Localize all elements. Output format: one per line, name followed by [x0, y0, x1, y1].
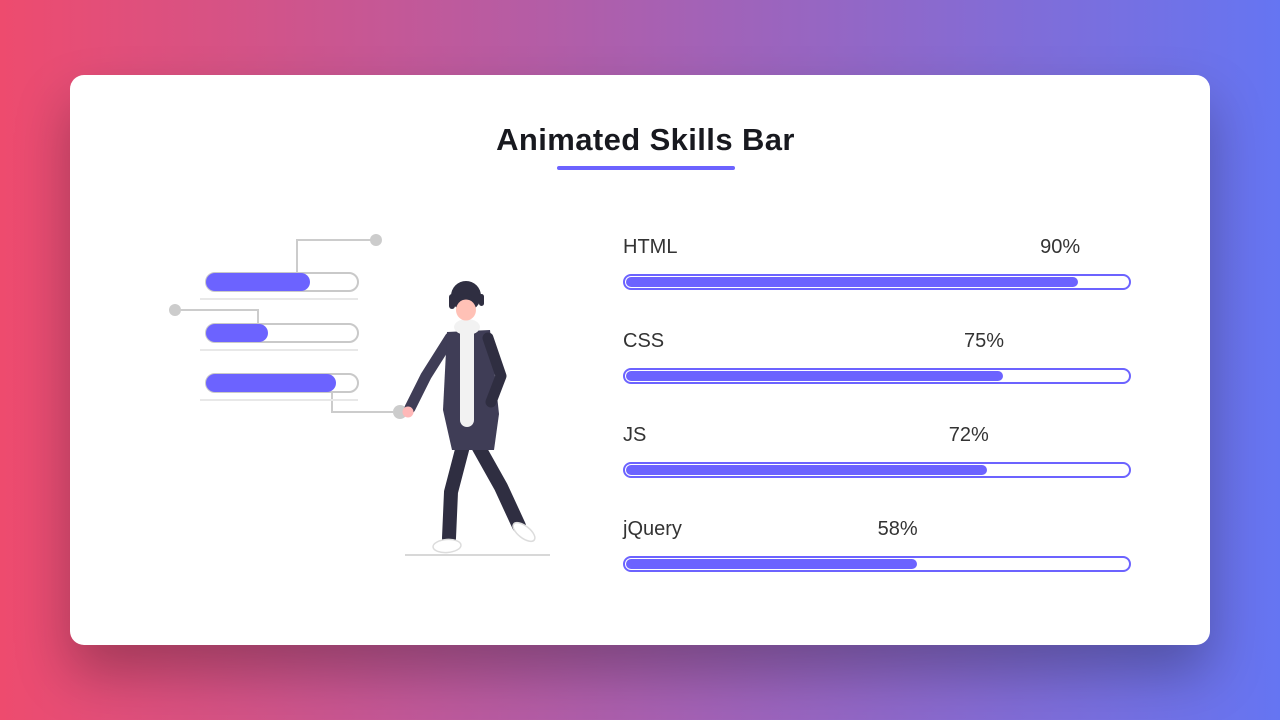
- content-row: HTML 90% CSS 75%: [160, 224, 1131, 612]
- walking-person-with-progress-bars-icon: [169, 234, 550, 556]
- skill-bar: [623, 462, 1131, 478]
- skill-percent: 90%: [1040, 236, 1081, 258]
- skill-header: CSS 75%: [623, 330, 1131, 357]
- skill-row-jquery: jQuery 58%: [623, 518, 1131, 572]
- person-figure: [402, 281, 550, 556]
- skill-percent: 72%: [948, 424, 989, 446]
- mini-bar-shadow-lines: [200, 298, 358, 401]
- title-underline: [556, 166, 735, 170]
- skill-name: JS: [623, 424, 647, 446]
- skill-header: HTML 90%: [623, 236, 1131, 263]
- skill-header: jQuery 58%: [623, 518, 1131, 545]
- skill-row-html: HTML 90%: [623, 236, 1131, 290]
- skills-list: HTML 90% CSS 75%: [623, 236, 1131, 612]
- skill-header: JS 72%: [623, 424, 1131, 451]
- mini-progress-bars: [205, 272, 359, 393]
- skill-row-css: CSS 75%: [623, 330, 1131, 384]
- skill-name: CSS: [623, 330, 665, 352]
- person-illustration: [160, 224, 560, 564]
- skill-name: jQuery: [623, 518, 682, 540]
- skills-card: Animated Skills Bar: [70, 75, 1210, 645]
- skill-percent: 75%: [963, 330, 1004, 352]
- skill-bar-fill: [626, 371, 1003, 381]
- skill-bar-fill: [626, 465, 988, 475]
- skill-bar: [623, 274, 1131, 290]
- skill-bar: [623, 368, 1131, 384]
- skill-bar-fill: [626, 277, 1078, 287]
- title-block: Animated Skills Bar: [160, 121, 1131, 170]
- skill-row-js: JS 72%: [623, 424, 1131, 478]
- page-title: Animated Skills Bar: [496, 122, 795, 157]
- connector-dots: [169, 234, 407, 419]
- skill-percent: 58%: [877, 518, 918, 540]
- skill-bar: [623, 556, 1131, 572]
- connector-lines: [181, 239, 393, 413]
- skill-name: HTML: [623, 236, 678, 258]
- skill-bar-fill: [626, 559, 918, 569]
